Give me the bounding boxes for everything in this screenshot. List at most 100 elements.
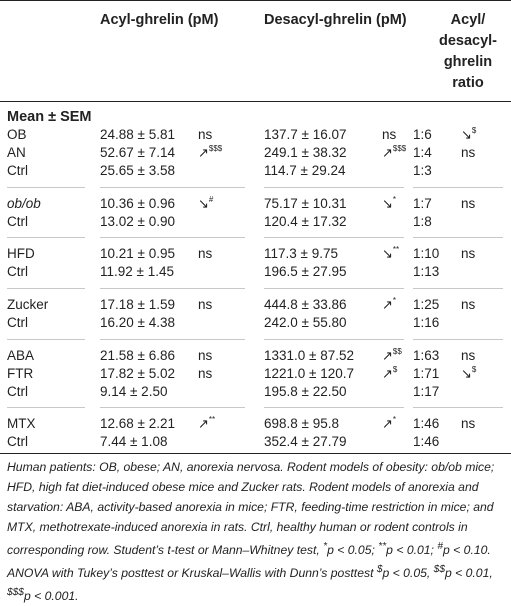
acyl-sig: ns [198,366,213,381]
row-label: ABA [7,348,35,363]
bottom-rule [0,453,511,454]
desacyl-sig: ns [382,127,397,142]
group-separator [100,288,245,289]
desacyl-value: 249.1 ± 38.32 [264,145,347,160]
group-separator [100,237,245,238]
ratio-value: 1:8 [413,214,432,229]
acyl-sig: ↗** [198,415,216,432]
header-ratio-line: Acyl/ [450,12,486,28]
header-desacyl: Desacyl-ghrelin (pM) [264,12,407,28]
desacyl-sig: ↗* [382,296,397,313]
ratio-value: 1:4 [413,145,432,160]
header-ratio: Acyl/ desacyl- ghrelin ratio [425,10,511,94]
group-separator [7,407,85,408]
acyl-value: 7.44 ± 1.08 [100,434,168,449]
row-label: Ctrl [7,214,28,229]
desacyl-sig: ↗* [382,415,397,432]
acyl-value: 24.88 ± 5.81 [100,127,175,142]
table-footnote: Human patients: OB, obese; AN, anorexia … [7,460,495,604]
group-separator [264,339,404,340]
header-acyl: Acyl-ghrelin (pM) [100,12,219,28]
ratio-sig: ns [461,145,476,160]
desacyl-value: 352.4 ± 27.79 [264,434,347,449]
ratio-value: 1:13 [413,264,440,279]
ratio-value: 1:3 [413,163,432,178]
row-label: Ctrl [7,434,28,449]
top-rule [0,0,511,1]
acyl-value: 10.36 ± 0.96 [100,196,175,211]
desacyl-sig: ↗$$ [382,347,402,364]
acyl-value: 21.58 ± 6.86 [100,348,175,363]
ratio-sig: ns [461,416,476,431]
group-separator [264,288,404,289]
ratio-value: 1:46 [413,434,440,449]
acyl-value: 9.14 ± 2.50 [100,384,168,399]
row-label: OB [7,127,27,142]
row-label: Ctrl [7,163,28,178]
ratio-sig: ns [461,297,476,312]
group-separator [7,237,85,238]
group-separator [413,339,503,340]
desacyl-sig: ↘** [382,245,400,262]
ratio-value: 1:25 [413,297,440,312]
desacyl-value: 1331.0 ± 87.52 [264,348,354,363]
group-separator [264,187,404,188]
ratio-sig: ↘$ [461,365,477,382]
desacyl-value: 698.8 ± 95.8 [264,416,339,431]
acyl-sig: ns [198,297,213,312]
acyl-value: 16.20 ± 4.38 [100,315,175,330]
ratio-value: 1:71 [413,366,440,381]
header-ratio-line: desacyl- [438,33,498,49]
group-separator [7,288,85,289]
desacyl-sig: ↗$ [382,365,398,382]
ratio-sig: ns [461,348,476,363]
header-rule [0,101,511,102]
acyl-sig: ns [198,127,213,142]
acyl-value: 10.21 ± 0.95 [100,246,175,261]
desacyl-value: 114.7 ± 29.24 [264,163,346,178]
desacyl-value: 1221.0 ± 120.7 [264,366,354,381]
section-title: Mean ± SEM [7,109,92,125]
ratio-sig: ns [461,196,476,211]
desacyl-value: 137.7 ± 16.07 [264,127,347,142]
group-separator [100,187,245,188]
acyl-value: 17.18 ± 1.59 [100,297,175,312]
acyl-value: 13.02 ± 0.90 [100,214,175,229]
acyl-value: 12.68 ± 2.21 [100,416,175,431]
acyl-value: 17.82 ± 5.02 [100,366,175,381]
row-label: Ctrl [7,384,28,399]
group-separator [264,407,404,408]
desacyl-sig: ↘* [382,195,397,212]
acyl-sig: ↘# [198,195,214,212]
acyl-value: 25.65 ± 3.58 [100,163,175,178]
header-ratio-line: ghrelin [443,54,493,70]
ratio-value: 1:63 [413,348,440,363]
row-label: MTX [7,416,36,431]
ratio-value: 1:46 [413,416,440,431]
desacyl-value: 75.17 ± 10.31 [264,196,347,211]
header-ratio-line: ratio [452,75,484,91]
group-separator [413,407,503,408]
row-label: AN [7,145,26,160]
acyl-sig: ns [198,246,213,261]
row-label: Zucker [7,297,49,312]
group-separator [413,237,503,238]
row-label: Ctrl [7,315,28,330]
acyl-sig: ns [198,348,213,363]
group-separator [413,187,503,188]
group-separator [413,288,503,289]
ratio-value: 1:10 [413,246,440,261]
desacyl-value: 117.3 ± 9.75 [264,246,338,261]
acyl-sig: ↗$$$ [198,144,223,161]
group-separator [7,187,85,188]
ratio-value: 1:6 [413,127,432,142]
group-separator [100,339,245,340]
ratio-sig: ns [461,246,476,261]
group-separator [264,237,404,238]
desacyl-value: 120.4 ± 17.32 [264,214,347,229]
group-separator [100,407,245,408]
acyl-value: 52.67 ± 7.14 [100,145,175,160]
desacyl-value: 195.8 ± 22.50 [264,384,347,399]
ratio-sig: ↘$ [461,126,477,143]
